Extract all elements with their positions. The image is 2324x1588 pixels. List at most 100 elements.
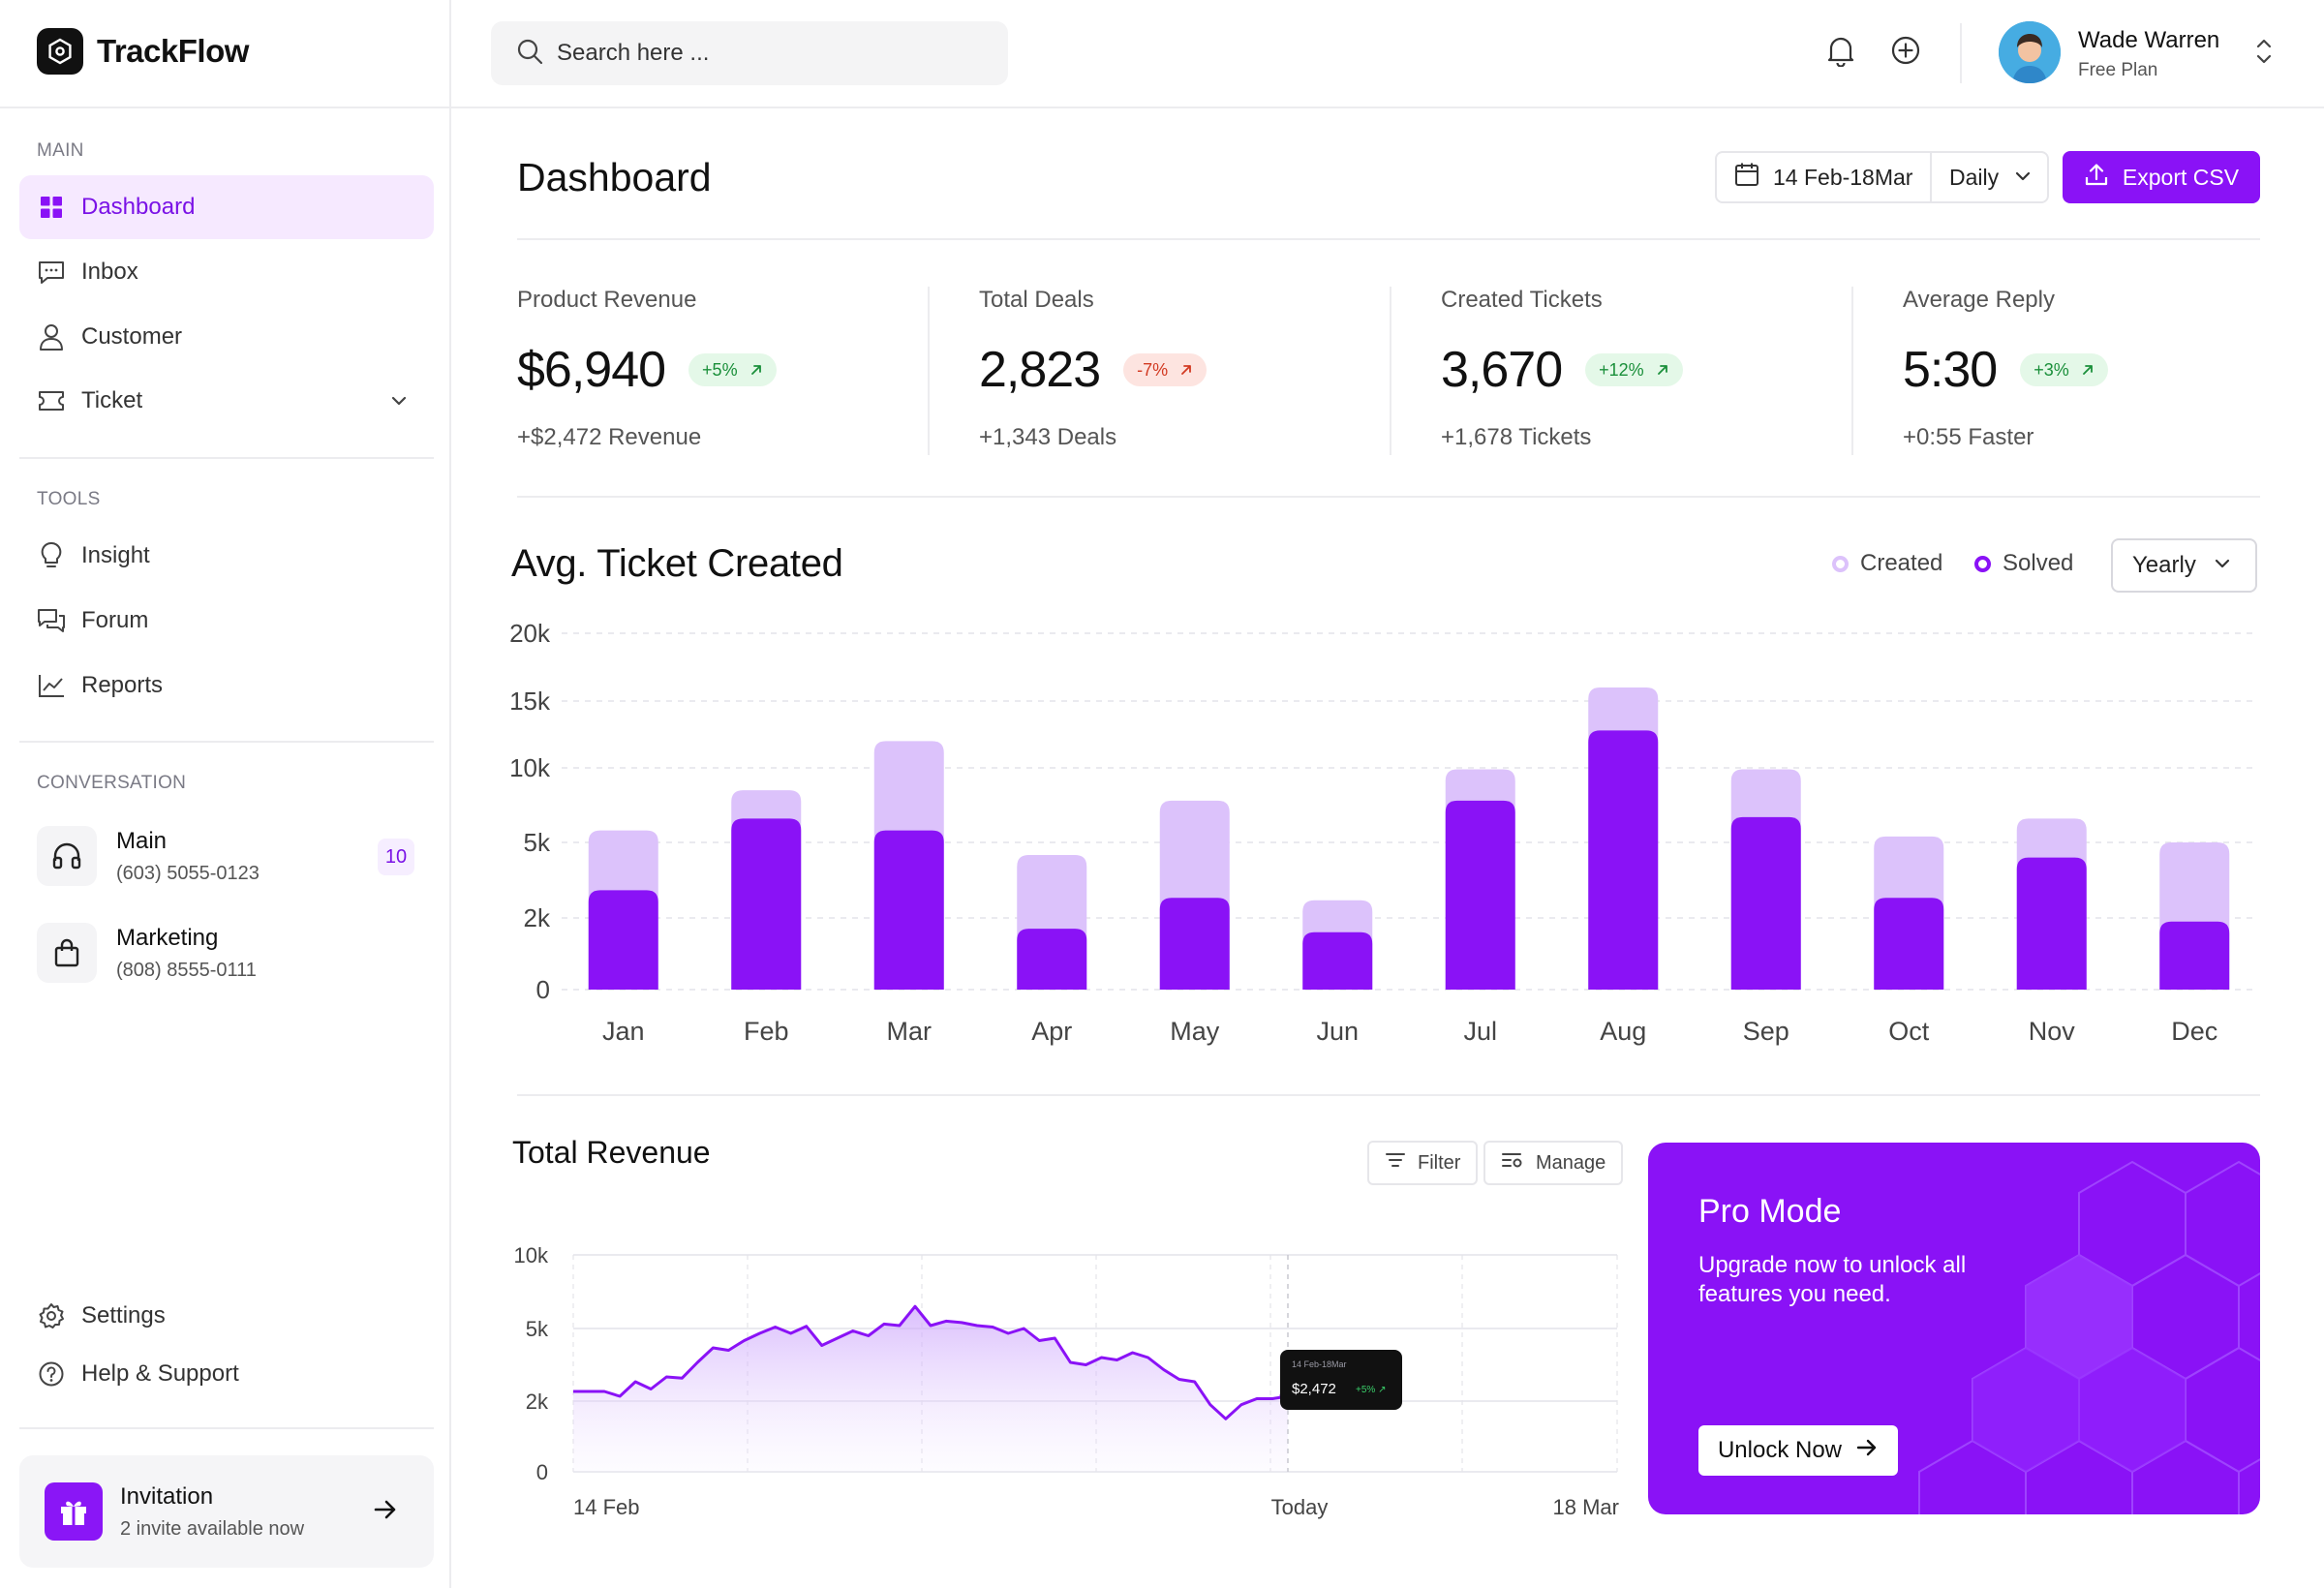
stat-card-average-reply: Average Reply 5:30 +3% +0:55 Faster bbox=[1903, 287, 2324, 455]
pro-mode-card: Pro Mode Upgrade now to unlock all featu… bbox=[1648, 1143, 2260, 1514]
search-input[interactable] bbox=[557, 40, 983, 67]
avatar[interactable] bbox=[1999, 21, 2061, 83]
stat-value: $6,940 bbox=[517, 342, 666, 398]
chevron-down-icon bbox=[2214, 552, 2231, 579]
legend-solved[interactable]: Solved bbox=[1974, 550, 2073, 577]
sidebar-item-label: Customer bbox=[81, 323, 183, 350]
sidebar-item-ticket[interactable]: Ticket bbox=[19, 369, 434, 433]
sidebar-item-insight[interactable]: Insight bbox=[19, 524, 434, 588]
divider bbox=[19, 741, 434, 743]
invitation-subtitle: 2 invite available now bbox=[120, 1517, 305, 1540]
change-badge: -7% bbox=[1123, 353, 1208, 386]
bar-solved bbox=[1302, 931, 1373, 990]
revenue-chart-title: Total Revenue bbox=[512, 1135, 711, 1170]
stat-label: Average Reply bbox=[1903, 287, 2055, 313]
x-tick-label: Today bbox=[1271, 1495, 1329, 1519]
arrow-up-right-icon bbox=[1181, 365, 1192, 375]
plus-circle-icon[interactable] bbox=[1888, 33, 1923, 68]
x-tick-label: Dec bbox=[2171, 1017, 2217, 1046]
divider bbox=[19, 1427, 434, 1429]
brand[interactable]: TrackFlow bbox=[37, 27, 249, 76]
search-bar[interactable] bbox=[491, 21, 1008, 85]
filter-button[interactable]: Filter bbox=[1367, 1141, 1479, 1185]
y-tick-label: 10k bbox=[509, 753, 551, 782]
invitation-card[interactable]: Invitation 2 invite available now bbox=[19, 1455, 434, 1568]
x-tick-label: 14 Feb bbox=[573, 1495, 640, 1519]
forum-icon bbox=[37, 606, 66, 635]
x-tick-label: Feb bbox=[744, 1017, 789, 1046]
help-icon bbox=[37, 1359, 66, 1389]
user-plan: Free Plan bbox=[2078, 60, 2158, 80]
chevron-down-icon[interactable] bbox=[389, 390, 409, 417]
y-tick-label: 15k bbox=[509, 687, 551, 716]
yearly-select[interactable]: Yearly bbox=[2111, 538, 2257, 593]
stat-card-created-tickets: Created Tickets 3,670 +12% +1,678 Ticket… bbox=[1441, 287, 1867, 455]
sidebar-item-reports[interactable]: Reports bbox=[19, 654, 434, 718]
stat-card-total-deals: Total Deals 2,823 -7% +1,343 Deals bbox=[979, 287, 1405, 455]
sidebar-item-settings[interactable]: Settings bbox=[19, 1284, 434, 1348]
unread-badge: 10 bbox=[378, 839, 414, 875]
page-title: Dashboard bbox=[517, 155, 712, 199]
shopping-bag-icon bbox=[37, 923, 97, 983]
arrow-right-icon bbox=[1855, 1436, 1879, 1466]
tooltip-value: $2,472 bbox=[1292, 1381, 1336, 1397]
y-tick-label: 20k bbox=[509, 619, 551, 648]
bar-solved bbox=[731, 818, 802, 990]
export-csv-button[interactable]: Export CSV bbox=[2063, 151, 2260, 203]
change-value: +5% bbox=[702, 359, 738, 380]
ticket-chart-title: Avg. Ticket Created bbox=[511, 542, 843, 585]
chevron-up-down-icon[interactable] bbox=[2252, 35, 2276, 73]
conversation-name: Main bbox=[116, 827, 168, 854]
app-name: TrackFlow bbox=[97, 33, 249, 69]
upload-icon bbox=[2084, 162, 2109, 193]
sidebar-item-label: Insight bbox=[81, 542, 150, 568]
conversation-item-main[interactable]: Main (603) 5055-0123 10 bbox=[37, 817, 416, 895]
conversation-phone: (603) 5055-0123 bbox=[116, 862, 260, 884]
pro-mode-description: Upgrade now to unlock all features you n… bbox=[1698, 1252, 1967, 1307]
bar-solved bbox=[1445, 800, 1515, 990]
stat-value: 2,823 bbox=[979, 342, 1101, 398]
pro-mode-title: Pro Mode bbox=[1698, 1193, 1842, 1230]
sidebar-item-dashboard[interactable]: Dashboard bbox=[19, 175, 434, 239]
stat-card-product-revenue: Product Revenue $6,940 +5% +$2,472 Reven… bbox=[517, 287, 943, 455]
bar-solved bbox=[1730, 816, 1801, 990]
unlock-now-button[interactable]: Unlock Now bbox=[1698, 1425, 1898, 1476]
sidebar-item-label: Reports bbox=[81, 672, 164, 698]
grid-icon bbox=[37, 193, 66, 222]
change-badge: +5% bbox=[688, 353, 777, 386]
x-tick-label: 18 Mar bbox=[1553, 1495, 1619, 1519]
legend-label: Solved bbox=[2003, 550, 2074, 576]
conversation-name: Marketing bbox=[116, 924, 219, 951]
revenue-area bbox=[573, 1306, 1288, 1472]
legend-created[interactable]: Created bbox=[1832, 550, 1942, 577]
search-icon bbox=[516, 38, 543, 70]
date-range-label: 14 Feb-18Mar bbox=[1773, 164, 1913, 190]
stat-sub: +1,678 Tickets bbox=[1441, 424, 1592, 450]
sidebar-item-help[interactable]: Help & Support bbox=[19, 1342, 434, 1406]
calendar-icon bbox=[1734, 162, 1759, 193]
section-label-tools: TOOLS bbox=[37, 489, 101, 509]
conversation-item-marketing[interactable]: Marketing (808) 8555-0111 bbox=[37, 914, 416, 992]
bell-icon[interactable] bbox=[1823, 33, 1858, 68]
export-label: Export CSV bbox=[2122, 164, 2240, 190]
manage-button[interactable]: Manage bbox=[1483, 1141, 1624, 1185]
date-range-picker[interactable]: 14 Feb-18Mar bbox=[1715, 151, 1932, 203]
divider bbox=[517, 496, 2260, 498]
period-select[interactable]: Daily bbox=[1930, 151, 2049, 203]
invitation-title: Invitation bbox=[120, 1482, 214, 1510]
bar-solved bbox=[873, 830, 944, 990]
sidebar-item-inbox[interactable]: Inbox bbox=[19, 240, 434, 304]
divider bbox=[19, 457, 434, 459]
arrow-right-icon[interactable] bbox=[372, 1496, 399, 1528]
sidebar-item-customer[interactable]: Customer bbox=[19, 305, 434, 369]
change-value: -7% bbox=[1137, 359, 1169, 380]
divider bbox=[1851, 287, 1853, 455]
bar-solved bbox=[1017, 929, 1087, 990]
sidebar-item-forum[interactable]: Forum bbox=[19, 589, 434, 653]
filter-label: Filter bbox=[1418, 1151, 1461, 1174]
sidebar-item-label: Inbox bbox=[81, 259, 138, 285]
divider bbox=[1960, 23, 1962, 83]
filter-icon bbox=[1385, 1151, 1406, 1175]
x-tick-label: Mar bbox=[887, 1017, 933, 1046]
bar-solved bbox=[588, 890, 658, 990]
